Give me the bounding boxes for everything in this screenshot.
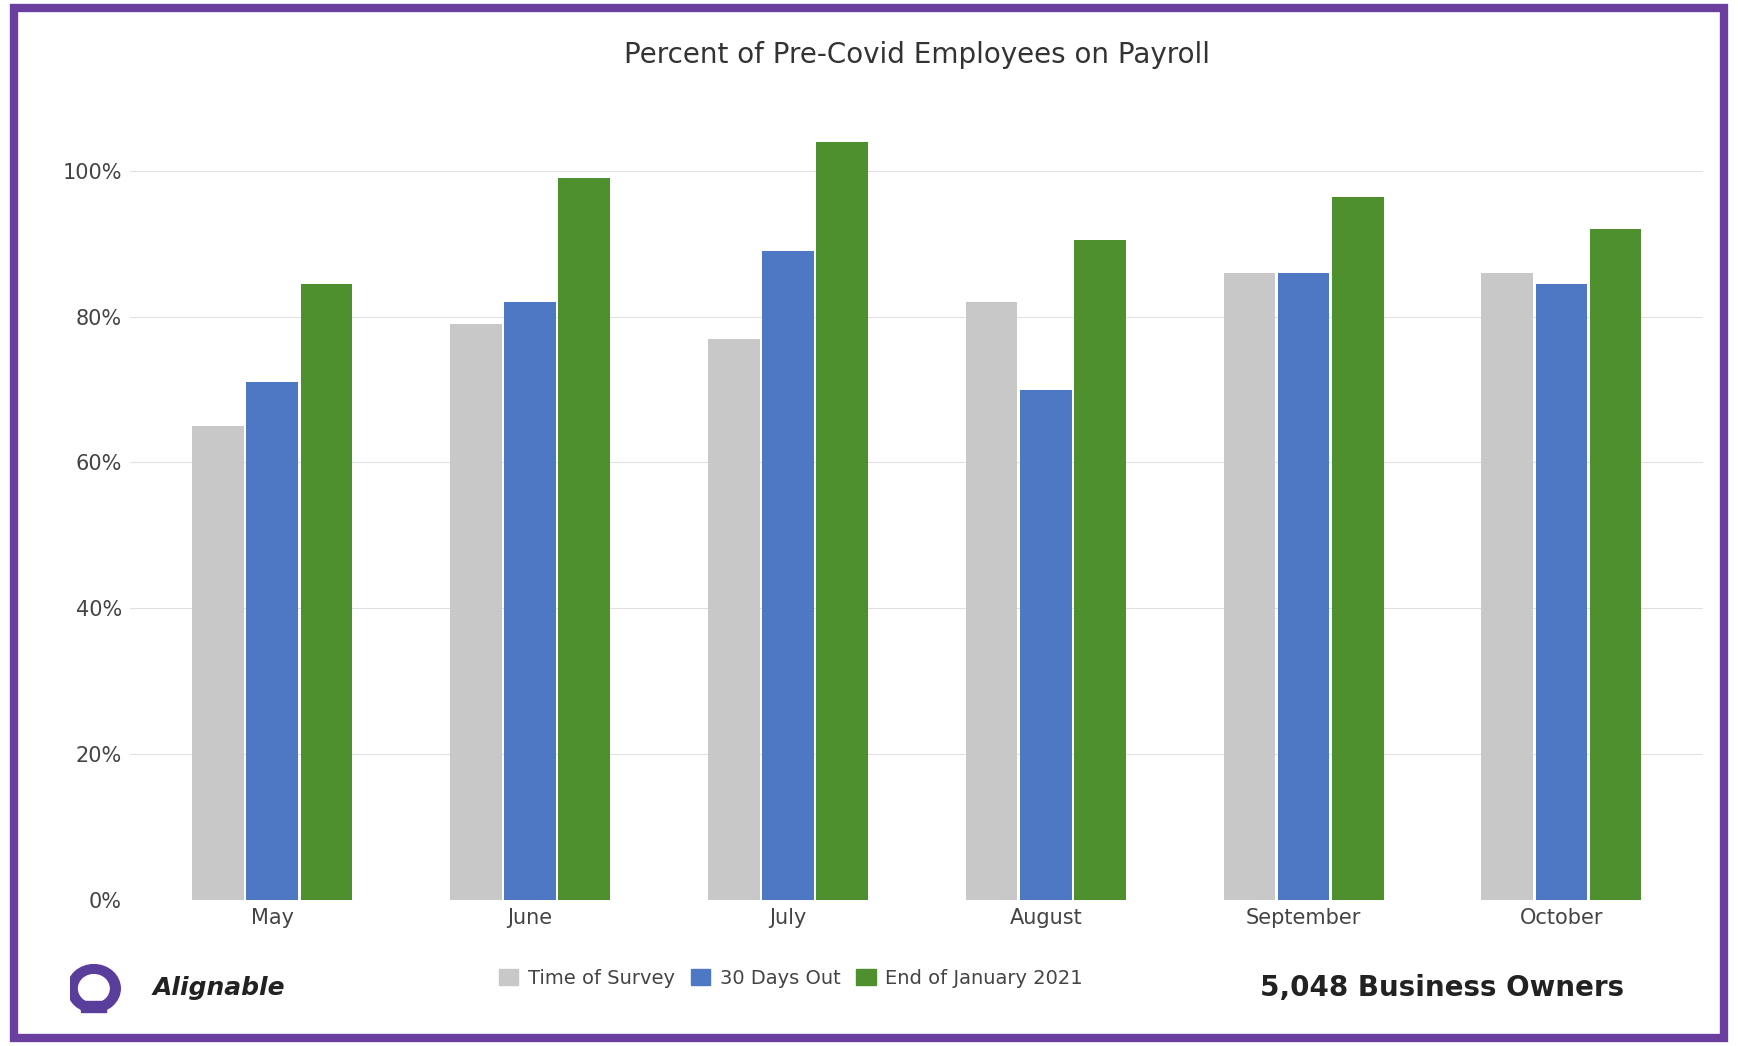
Bar: [1536, 285, 1587, 900]
Title: Percent of Pre-Covid Employees on Payroll: Percent of Pre-Covid Employees on Payrol…: [624, 41, 1210, 69]
Bar: [966, 302, 1017, 900]
Bar: [761, 251, 813, 900]
Bar: [817, 142, 867, 900]
Bar: [504, 302, 556, 900]
Bar: [1020, 390, 1072, 900]
Bar: [558, 179, 610, 900]
Bar: [1590, 229, 1641, 900]
Legend: Time of Survey, 30 Days Out, End of January 2021: Time of Survey, 30 Days Out, End of Janu…: [495, 965, 1086, 992]
Bar: [193, 426, 243, 900]
Circle shape: [68, 964, 120, 1013]
Bar: [1277, 273, 1330, 900]
Bar: [707, 339, 760, 900]
Bar: [1224, 273, 1276, 900]
Bar: [301, 285, 353, 900]
Circle shape: [78, 975, 109, 1002]
Bar: [1074, 241, 1126, 900]
Bar: [1331, 197, 1383, 900]
Text: Alignable: Alignable: [153, 977, 285, 1000]
Bar: [247, 383, 297, 900]
Bar: [450, 324, 502, 900]
Bar: [1481, 273, 1533, 900]
Bar: [82, 1001, 106, 1013]
Text: 5,048 Business Owners: 5,048 Business Owners: [1260, 975, 1625, 1002]
